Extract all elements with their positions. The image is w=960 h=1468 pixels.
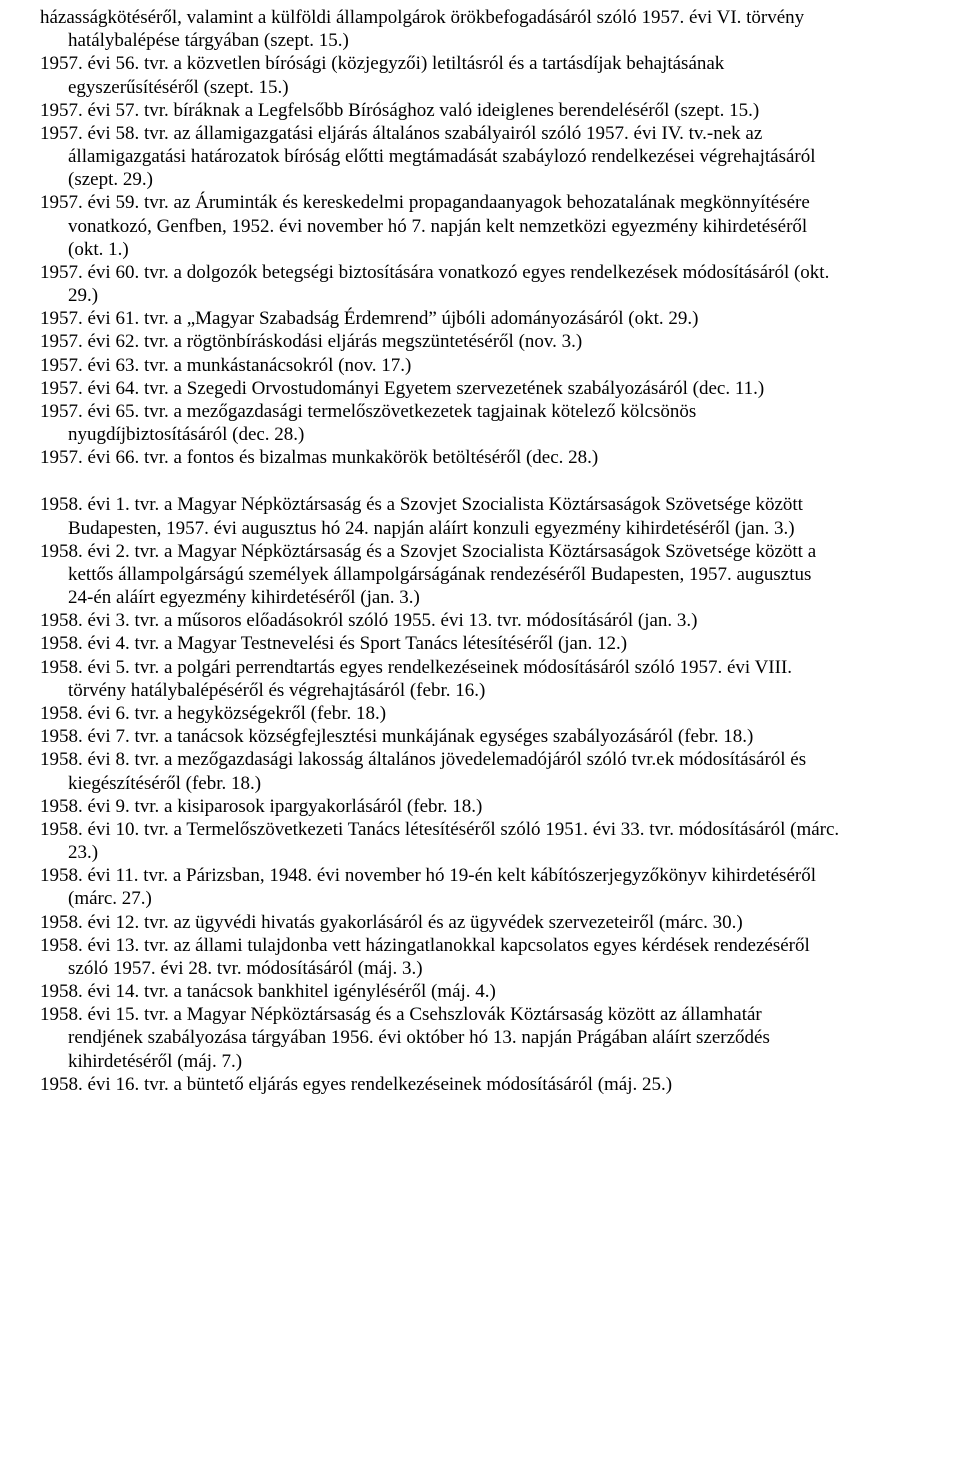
- entries_1958-entry: 1958. évi 12. tvr. az ügyvédi hivatás gy…: [40, 911, 840, 934]
- entries-1957: házasságkötéséről, valamint a külföldi á…: [40, 6, 840, 469]
- entries_1957-entry: 1957. évi 59. tvr. az Áruminták és keres…: [40, 191, 840, 261]
- entries_1958-entry: 1958. évi 3. tvr. a műsoros előadásokról…: [40, 609, 840, 632]
- entries_1958-entry: 1958. évi 11. tvr. a Párizsban, 1948. év…: [40, 864, 840, 910]
- entries_1958-entry: 1958. évi 13. tvr. az állami tulajdonba …: [40, 934, 840, 980]
- section-spacer: [40, 469, 840, 493]
- entries_1957-entry: 1957. évi 60. tvr. a dolgozók betegségi …: [40, 261, 840, 307]
- entries_1958-entry: 1958. évi 5. tvr. a polgári perrendtartá…: [40, 656, 840, 702]
- document-page: házasságkötéséről, valamint a külföldi á…: [0, 0, 880, 1136]
- entries_1958-entry: 1958. évi 1. tvr. a Magyar Népköztársasá…: [40, 493, 840, 539]
- entries_1958-entry: 1958. évi 6. tvr. a hegyközségekről (feb…: [40, 702, 840, 725]
- entries_1957-entry: 1957. évi 58. tvr. az államigazgatási el…: [40, 122, 840, 192]
- entries-1958: 1958. évi 1. tvr. a Magyar Népköztársasá…: [40, 493, 840, 1095]
- entries_1958-entry: 1958. évi 4. tvr. a Magyar Testnevelési …: [40, 632, 840, 655]
- entries_1958-entry: 1958. évi 16. tvr. a büntető eljárás egy…: [40, 1073, 840, 1096]
- entries_1957-entry: 1957. évi 63. tvr. a munkástanácsokról (…: [40, 354, 840, 377]
- entries_1958-entry: 1958. évi 7. tvr. a tanácsok községfejle…: [40, 725, 840, 748]
- entries_1957-entry: 1957. évi 62. tvr. a rögtönbíráskodási e…: [40, 330, 840, 353]
- entries_1957-entry: 1957. évi 57. tvr. bíráknak a Legfelsőbb…: [40, 99, 840, 122]
- entries_1957-entry: házasságkötéséről, valamint a külföldi á…: [40, 6, 840, 52]
- entries_1958-entry: 1958. évi 15. tvr. a Magyar Népköztársas…: [40, 1003, 840, 1073]
- entries_1957-entry: 1957. évi 56. tvr. a közvetlen bírósági …: [40, 52, 840, 98]
- entries_1958-entry: 1958. évi 9. tvr. a kisiparosok ipargyak…: [40, 795, 840, 818]
- entries_1958-entry: 1958. évi 8. tvr. a mezőgazdasági lakoss…: [40, 748, 840, 794]
- entries_1958-entry: 1958. évi 2. tvr. a Magyar Népköztársasá…: [40, 540, 840, 610]
- entries_1957-entry: 1957. évi 66. tvr. a fontos és bizalmas …: [40, 446, 840, 469]
- entries_1957-entry: 1957. évi 65. tvr. a mezőgazdasági terme…: [40, 400, 840, 446]
- entries_1958-entry: 1958. évi 10. tvr. a Termelőszövetkezeti…: [40, 818, 840, 864]
- entries_1957-entry: 1957. évi 64. tvr. a Szegedi Orvostudomá…: [40, 377, 840, 400]
- entries_1957-entry: 1957. évi 61. tvr. a „Magyar Szabadság É…: [40, 307, 840, 330]
- entries_1958-entry: 1958. évi 14. tvr. a tanácsok bankhitel …: [40, 980, 840, 1003]
